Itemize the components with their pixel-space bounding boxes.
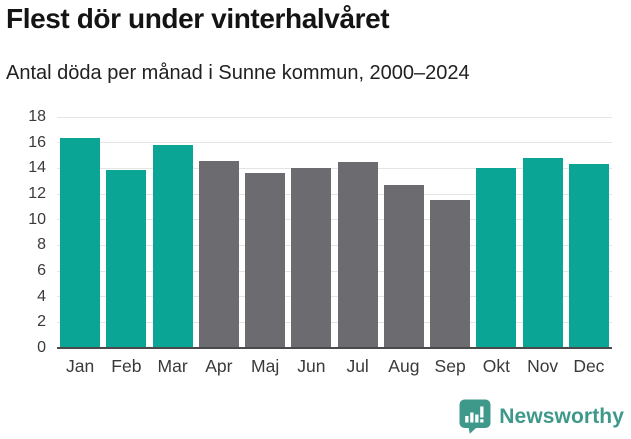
y-tick-label-6: 6 xyxy=(37,262,46,279)
gridline-14 xyxy=(57,167,612,169)
bar-jul xyxy=(337,161,378,348)
bar-slot-apr xyxy=(196,117,242,348)
x-tick-label-maj: Maj xyxy=(251,356,280,376)
gridline-10 xyxy=(57,219,612,221)
x-tick-label-feb: Feb xyxy=(111,356,142,376)
bar-slot-feb xyxy=(103,117,149,348)
y-tick-label-2: 2 xyxy=(37,313,46,331)
bar-slot-jul xyxy=(335,117,381,348)
bar-slot-mar xyxy=(150,117,196,348)
bar-slot-okt xyxy=(473,117,519,348)
newsworthy-logo-icon xyxy=(459,399,491,434)
x-tick-label-jul: Jul xyxy=(346,356,369,376)
y-tick-label-16: 16 xyxy=(28,133,46,151)
bar-aug xyxy=(383,185,424,348)
bar-slot-aug xyxy=(381,117,427,348)
y-tick-label-14: 14 xyxy=(28,159,46,177)
x-tick-label-apr: Apr xyxy=(205,356,233,376)
x-tick-label-mar: Mar xyxy=(157,356,188,376)
gridline-2 xyxy=(57,321,612,323)
bar-dec xyxy=(568,164,609,348)
bar-maj xyxy=(245,173,286,348)
x-tick-label-sep: Sep xyxy=(434,356,466,376)
bar-jun xyxy=(291,168,332,348)
y-tick-label-10: 10 xyxy=(28,210,46,228)
x-tick-label-dec: Dec xyxy=(573,356,605,376)
plot-area xyxy=(57,116,612,349)
bar-feb xyxy=(106,169,147,348)
y-tick-label-4: 4 xyxy=(37,287,46,305)
brand-name: Newsworthy xyxy=(499,404,624,428)
bar-slot-sep xyxy=(427,117,473,348)
x-axis: Jan Feb Mar Apr Maj Jun Jul Aug Sep Okt Nov Dec xyxy=(57,356,612,377)
bar-mar xyxy=(152,145,193,348)
y-tick-label-18: 18 xyxy=(28,108,46,125)
gridline-16 xyxy=(57,142,612,144)
gridline-6 xyxy=(57,270,612,272)
gridline-8 xyxy=(57,244,612,246)
x-tick-label-jan: Jan xyxy=(66,356,95,376)
bar-slot-jun xyxy=(288,117,334,348)
gridline-4 xyxy=(57,296,612,298)
bar-sep xyxy=(430,200,471,348)
chart-subtitle: Antal döda per månad i Sunne kommun, 200… xyxy=(6,62,470,84)
x-axis-line xyxy=(57,346,612,349)
bar-slot-jan xyxy=(57,117,103,348)
bar-okt xyxy=(476,168,517,348)
y-tick-label-8: 8 xyxy=(37,236,46,254)
x-tick-label-jun: Jun xyxy=(297,356,326,376)
bar-slot-dec xyxy=(566,117,612,348)
y-tick-label-12: 12 xyxy=(28,185,46,202)
bar-jan xyxy=(60,137,101,348)
bar-series xyxy=(57,117,612,348)
x-tick-label-okt: Okt xyxy=(482,356,510,376)
x-tick-label-nov: Nov xyxy=(527,356,559,376)
y-axis: 0 2 4 6 8 10 12 14 16 18 xyxy=(0,108,46,356)
bar-apr xyxy=(198,160,239,348)
y-tick-label-0: 0 xyxy=(37,339,46,356)
gridline-18 xyxy=(57,116,612,118)
gridline-12 xyxy=(57,193,612,195)
chart-title: Flest dör under vinterhalvåret xyxy=(6,3,390,34)
bar-nov xyxy=(522,158,563,348)
brand-footer: Newsworthy xyxy=(459,399,624,434)
x-tick-label-aug: Aug xyxy=(388,356,420,376)
bar-slot-maj xyxy=(242,117,288,348)
bar-slot-nov xyxy=(520,117,566,348)
